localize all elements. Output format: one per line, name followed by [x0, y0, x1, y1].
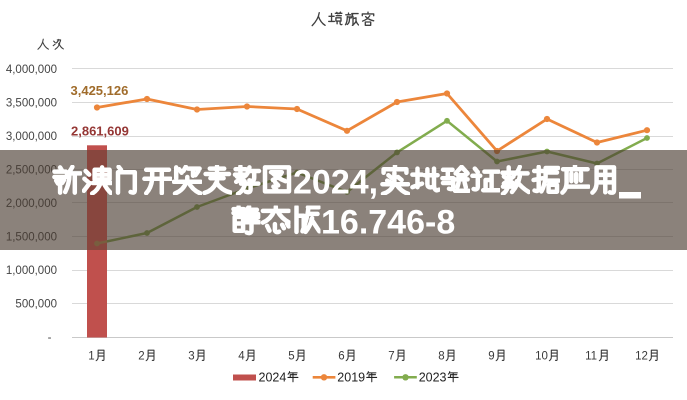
svg-text:8: 8 [438, 351, 444, 363]
svg-text:2,861,609: 2,861,609 [71, 124, 129, 139]
svg-text:7: 7 [388, 351, 394, 363]
svg-text:1,000,000: 1,000,000 [6, 265, 57, 277]
svg-text:3,425,126: 3,425,126 [71, 83, 129, 98]
svg-text:9: 9 [488, 351, 494, 363]
svg-text:11: 11 [585, 351, 597, 363]
svg-text:2023: 2023 [419, 371, 447, 385]
svg-text:3,500,000: 3,500,000 [6, 98, 57, 110]
svg-text:2019: 2019 [337, 371, 365, 385]
svg-text:4,000,000: 4,000,000 [6, 64, 57, 76]
svg-text:-: - [48, 332, 52, 344]
svg-text:6: 6 [338, 351, 344, 363]
svg-text:2024: 2024 [259, 371, 287, 385]
svg-text:3,000,000: 3,000,000 [6, 131, 57, 143]
svg-text:16.746-8: 16.746-8 [321, 204, 455, 242]
svg-text:500,000: 500,000 [15, 299, 57, 311]
svg-text:10: 10 [535, 351, 548, 363]
svg-text:2024,: 2024, [293, 164, 378, 202]
svg-text:4: 4 [238, 351, 245, 363]
svg-text:3: 3 [188, 351, 194, 363]
svg-text:12: 12 [635, 351, 648, 363]
svg-text:2: 2 [138, 351, 144, 363]
svg-text:1: 1 [88, 351, 94, 363]
svg-text:5: 5 [288, 351, 294, 363]
